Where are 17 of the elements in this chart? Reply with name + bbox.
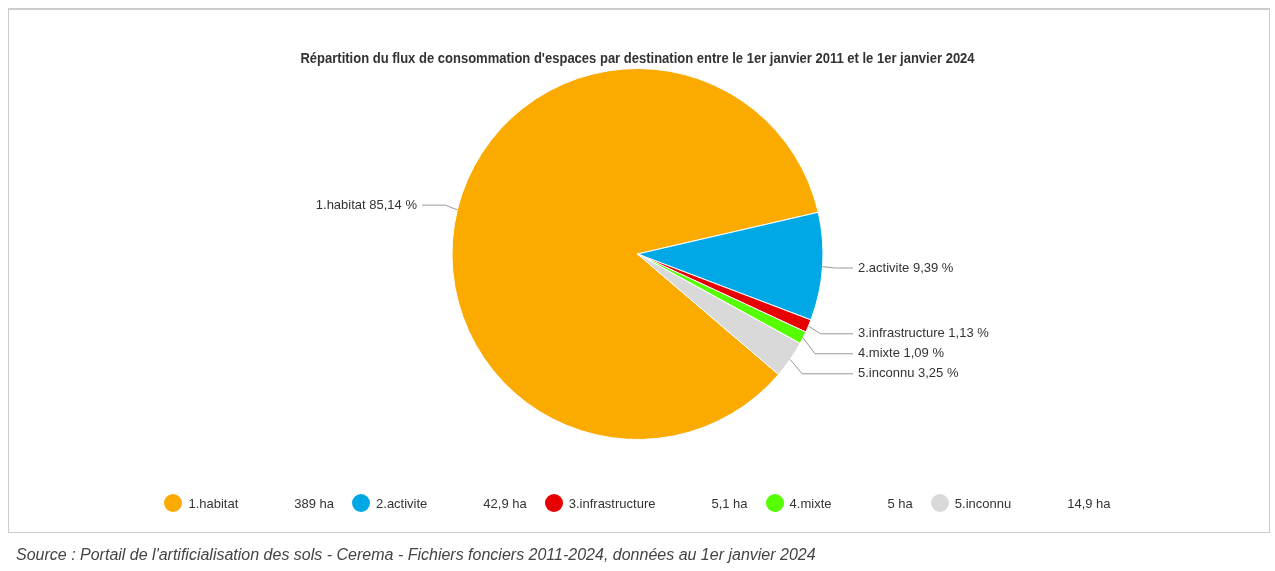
legend-label: 1.habitat — [188, 495, 239, 511]
legend-label: 2.activite — [376, 495, 428, 511]
category-label: 4.mixte 1,09 % — [858, 345, 944, 361]
category-label: 5.inconnu 3,25 % — [858, 365, 959, 381]
text: 389 ha — [294, 495, 335, 511]
chart-title: Répartition du flux de consommation d'espaces par destination entre le 1er janvier 2011 et le 1er janvier 2024 — [300, 49, 975, 67]
category-label: 1.habitat 85,14 % — [315, 196, 417, 212]
legend-label: 4.mixte — [789, 495, 832, 511]
source-note: Source : Portail de l'artificialisation des sols - Cerema - Fichiers fonciers 2011-2024, données au 1er janvier 2024 — [16, 546, 816, 564]
text: 5 ha — [887, 495, 913, 511]
text: 42,9 ha — [483, 495, 527, 511]
category-label: 3.infrastructure 1,13 % — [858, 325, 989, 341]
legend-label: 5.inconnu — [954, 495, 1012, 511]
text: 5,1 ha — [711, 495, 748, 511]
legend-label: 3.infrastructure — [568, 495, 656, 511]
category-label: 2.activite 9,39 % — [858, 259, 954, 275]
text: 14,9 ha — [1067, 495, 1111, 511]
